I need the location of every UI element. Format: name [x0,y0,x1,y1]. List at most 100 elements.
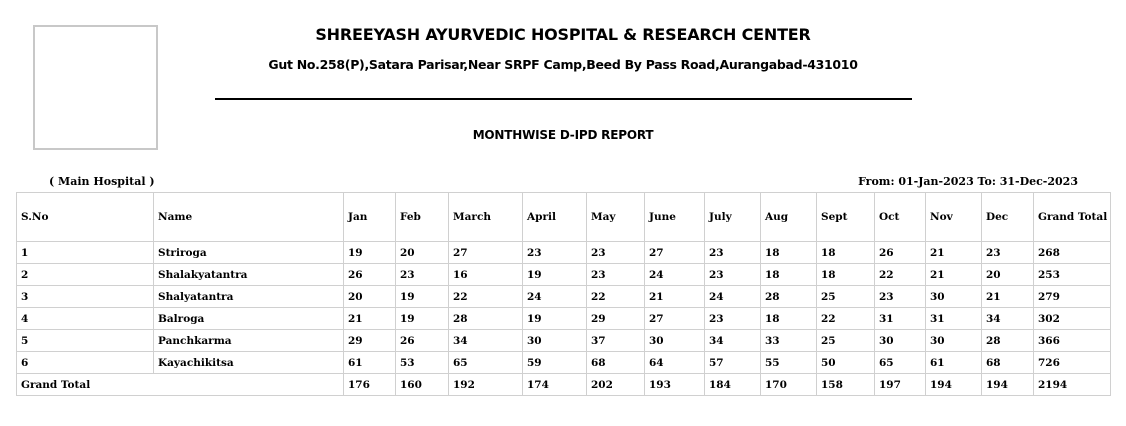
hospital-address: Gut No.258(P),Satara Parisar,Near SRPF C… [268,57,858,72]
table-cell: 34 [704,329,761,352]
table-cell: 25 [816,329,875,352]
column-header: July [704,192,761,242]
table-cell: 34 [981,307,1034,330]
table-cell: 4 [16,307,154,330]
table-cell: 24 [522,285,587,308]
column-header: May [586,192,645,242]
table-cell: 22 [586,285,645,308]
table-cell: 21 [925,263,982,286]
table-cell: 23 [704,263,761,286]
table-cell: 24 [704,285,761,308]
column-header: Aug [760,192,817,242]
table-cell: 30 [925,329,982,352]
table-cell: 302 [1033,307,1111,330]
table-cell: 28 [981,329,1034,352]
table-cell: 30 [925,285,982,308]
table-cell: 21 [644,285,705,308]
table-cell: 21 [343,307,396,330]
table-cell: 366 [1033,329,1111,352]
table-cell: 21 [925,241,982,264]
table-cell: 19 [522,263,587,286]
grand-total-cell: 192 [448,373,523,396]
table-row: 2 Shalakyatantra 26 23 16 19 23 24 23 18 18 22 21 20 2… [16,263,1111,286]
table-cell: 25 [816,285,875,308]
table-row: 4 Balroga 21 19 28 19 29 27 23 18 22 31 31 34 302 [16,307,1111,330]
table-cell: 68 [586,351,645,374]
table-cell: 23 [874,285,926,308]
column-header: Name [153,192,344,242]
table-cell: 23 [395,263,449,286]
table-cell: 61 [343,351,396,374]
hospital-name: SHREEYASH AYURVEDIC HOSPITAL & RESEARCH … [315,25,811,44]
table-cell: 19 [343,241,396,264]
column-header: Feb [395,192,449,242]
grand-total-cell: 176 [343,373,396,396]
table-cell: Striroga [153,241,344,264]
grand-total-cell: 160 [395,373,449,396]
table-cell: 55 [760,351,817,374]
table-cell: 3 [16,285,154,308]
table-cell: 16 [448,263,523,286]
table-cell: 31 [874,307,926,330]
date-range: From: 01-Jan-2023 To: 31-Dec-2023 [858,175,1078,188]
table-cell: 23 [704,307,761,330]
grand-total-cell: 193 [644,373,705,396]
table-cell: 29 [586,307,645,330]
table-cell: 37 [586,329,645,352]
column-header: April [522,192,587,242]
table-cell: 20 [981,263,1034,286]
table-cell: 68 [981,351,1034,374]
table-cell: 64 [644,351,705,374]
table-cell: 19 [395,285,449,308]
table-cell: 27 [448,241,523,264]
grand-total-cell: 174 [522,373,587,396]
table-cell: 23 [586,241,645,264]
grand-total-cell: 184 [704,373,761,396]
grand-total-cell: 197 [874,373,926,396]
table-row: 6 Kayachikitsa 61 53 65 59 68 64 57 55 50 65 61 68 726 [16,351,1111,374]
table-cell: 23 [522,241,587,264]
table-cell: 28 [760,285,817,308]
column-header: Oct [874,192,926,242]
table-cell: 50 [816,351,875,374]
grand-total-row: Grand Total 176 160 192 174 202 193 184 170 158 19… [16,373,1111,396]
table-cell: 31 [925,307,982,330]
grand-total-cell: 194 [981,373,1034,396]
table-cell: 26 [395,329,449,352]
table-cell: 65 [874,351,926,374]
column-header: Sept [816,192,875,242]
table-cell: 20 [395,241,449,264]
table-cell: 268 [1033,241,1111,264]
table-cell: 279 [1033,285,1111,308]
table-cell: 21 [981,285,1034,308]
column-header: Nov [925,192,982,242]
table-cell: 26 [343,263,396,286]
table-cell: 19 [522,307,587,330]
table-cell: 30 [874,329,926,352]
table-cell: 27 [644,307,705,330]
table-cell: 18 [816,241,875,264]
table-row: 1 Striroga 19 20 27 23 23 27 23 18 18 26 21 23 268 [16,241,1111,264]
monthwise-report-table: S.No Name Jan Feb March April May June July Aug Se… [16,192,1111,396]
table-cell: 22 [874,263,926,286]
column-header: S.No [16,192,154,242]
grand-total-cell: 170 [760,373,817,396]
table-cell: 6 [16,351,154,374]
header-divider [215,98,912,100]
table-cell: 26 [874,241,926,264]
grand-total-cell: 202 [586,373,645,396]
table-cell: 253 [1033,263,1111,286]
table-cell: 18 [760,263,817,286]
table-cell: Panchkarma [153,329,344,352]
table-cell: 24 [644,263,705,286]
table-header-row: S.No Name Jan Feb March April May June July Aug Se… [16,192,1111,242]
table-cell: 20 [343,285,396,308]
table-cell: 23 [704,241,761,264]
table-cell: 18 [816,263,875,286]
column-header: Dec [981,192,1034,242]
table-cell: 22 [448,285,523,308]
table-row: 5 Panchkarma 29 26 34 30 37 30 34 33 25 30 30 28 366 [16,329,1111,352]
grand-total-cell: 158 [816,373,875,396]
column-header: March [448,192,523,242]
table-cell: 30 [522,329,587,352]
